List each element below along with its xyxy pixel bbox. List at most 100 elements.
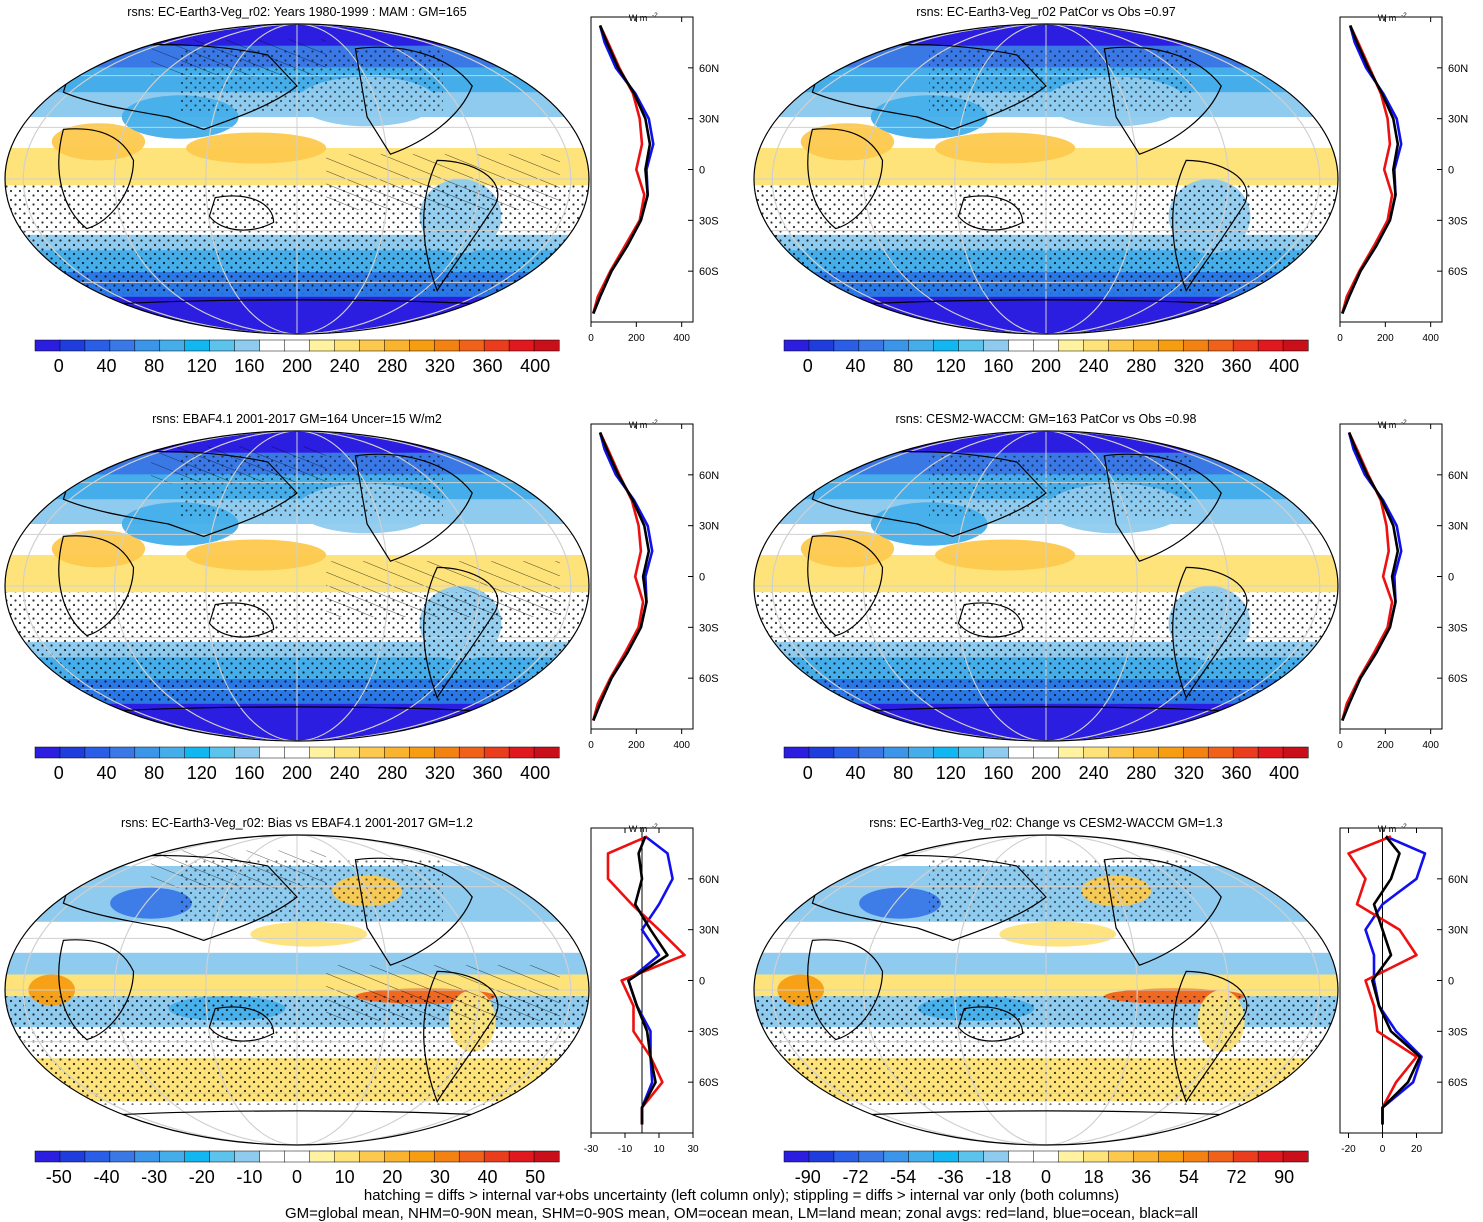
profile-unit: W m bbox=[1378, 420, 1397, 430]
profile-lat-label: 60S bbox=[699, 673, 719, 685]
profile-x-tick-label: -30 bbox=[584, 1144, 599, 1155]
colorbar-swatch bbox=[1257, 339, 1284, 352]
profile-frame bbox=[590, 16, 694, 323]
colorbar-swatch bbox=[1158, 1150, 1184, 1163]
colorbar-tick-label: 160 bbox=[983, 763, 1013, 783]
colorbar-swatch bbox=[858, 746, 885, 759]
colorbar-swatch bbox=[1083, 1150, 1109, 1163]
colorbar-swatch bbox=[334, 339, 360, 352]
colorbar-tick-label: 240 bbox=[330, 356, 360, 376]
colorbar-swatch bbox=[334, 746, 360, 759]
colorbar-swatch bbox=[508, 339, 535, 352]
colorbar-swatch bbox=[1158, 339, 1184, 352]
zonal-profile: W m -2 0 200 400 60N 30N 0 30S 60S bbox=[588, 12, 719, 344]
profile-lat-label: 30S bbox=[1448, 1026, 1468, 1038]
colorbar-swatch bbox=[1207, 339, 1234, 352]
colorbar-swatch bbox=[309, 1150, 335, 1163]
colorbar-tick-label: 80 bbox=[893, 356, 913, 376]
profile-all-line bbox=[1371, 835, 1422, 1125]
panel-title: rsns: EC-Earth3-Veg_r02 PatCor vs Obs =0… bbox=[916, 5, 1176, 19]
colorbar-tick-label: -36 bbox=[938, 1167, 964, 1187]
colorbar-tick-label: 0 bbox=[292, 1167, 302, 1187]
colorbar-swatch bbox=[34, 746, 61, 759]
footer-line-1: hatching = diffs > internal var+obs unce… bbox=[363, 1187, 1120, 1204]
colorbar-tick-label: 400 bbox=[520, 763, 550, 783]
profile-lat-label: 30N bbox=[1448, 114, 1468, 126]
colorbar-swatch bbox=[1033, 746, 1060, 759]
colorbar-swatch bbox=[1133, 1150, 1159, 1163]
colorbar-swatch bbox=[933, 746, 960, 759]
colorbar-tick-label: 400 bbox=[1269, 763, 1299, 783]
profile-unit: W m bbox=[629, 420, 648, 430]
colorbar-swatch bbox=[483, 339, 510, 352]
colorbar: 0 40 80 120 160 200 240 280 320 360 400 bbox=[34, 339, 560, 376]
zonal-profile: W m -2 0 200 400 60N 30N 0 30S 60S bbox=[1337, 419, 1468, 751]
colorbar-swatch bbox=[1008, 746, 1035, 759]
profile-unit: W m bbox=[1378, 824, 1397, 834]
profile-x-tick-label: 200 bbox=[1377, 333, 1394, 344]
colorbar-swatch bbox=[59, 339, 86, 352]
profile-lat-label: 60N bbox=[1448, 874, 1468, 886]
colorbar-tick-label: 320 bbox=[1174, 763, 1204, 783]
colorbar-swatch bbox=[159, 339, 186, 352]
profile-lat-label: 0 bbox=[699, 572, 705, 584]
profile-lat-label: 0 bbox=[1448, 165, 1454, 177]
colorbar-tick-label: 240 bbox=[1079, 356, 1109, 376]
colorbar: 0 40 80 120 160 200 240 280 320 360 400 bbox=[783, 339, 1309, 376]
colorbar-swatch bbox=[34, 339, 61, 352]
profile-lat-label: 30S bbox=[699, 622, 719, 634]
colorbar-tick-label: 36 bbox=[1131, 1167, 1151, 1187]
colorbar-swatch bbox=[1182, 746, 1209, 759]
profile-land-line bbox=[1347, 835, 1418, 1125]
colorbar-tick-label: -18 bbox=[985, 1167, 1011, 1187]
map-field bbox=[754, 431, 1338, 741]
colorbar-swatch bbox=[933, 339, 960, 352]
colorbar-swatch bbox=[458, 746, 485, 759]
colorbar-tick-label: 200 bbox=[1031, 356, 1061, 376]
panel-title: rsns: EBAF4.1 2001-2017 GM=164 Uncer=15 … bbox=[152, 412, 442, 426]
colorbar-swatch bbox=[59, 1150, 86, 1163]
colorbar-swatch bbox=[1033, 1150, 1060, 1163]
colorbar-swatch bbox=[1008, 339, 1035, 352]
profile-x-tick-label: -20 bbox=[1341, 1144, 1356, 1155]
profile-frame bbox=[1339, 16, 1443, 323]
map-border bbox=[753, 23, 1339, 335]
map-field bbox=[5, 835, 589, 1145]
colorbar-tick-label: 320 bbox=[425, 763, 455, 783]
colorbar-swatch bbox=[508, 746, 535, 759]
colorbar-swatch bbox=[833, 1150, 860, 1163]
colorbar-tick-label: 240 bbox=[1079, 763, 1109, 783]
profile-lat-label: 30S bbox=[699, 215, 719, 227]
map-field bbox=[754, 24, 1338, 334]
colorbar-swatch bbox=[958, 1150, 985, 1163]
colorbar-swatch bbox=[1133, 746, 1159, 759]
colorbar-swatch bbox=[508, 1150, 535, 1163]
zonal-profile: W m -2 -30 -10 10 30 60N 30N 0 30S 60S bbox=[584, 823, 719, 1155]
colorbar-tick-label: 280 bbox=[1126, 763, 1156, 783]
profile-x-tick-label: 200 bbox=[1377, 740, 1394, 751]
colorbar-swatch bbox=[134, 1150, 161, 1163]
panel-title: rsns: EC-Earth3-Veg_r02: Years 1980-1999… bbox=[127, 5, 466, 19]
profile-ocean-line bbox=[1364, 835, 1427, 1125]
profile-x-tick-label: 0 bbox=[1337, 740, 1343, 751]
colorbar-tick-label: 80 bbox=[893, 763, 913, 783]
colorbar-swatch bbox=[483, 1150, 510, 1163]
colorbar-tick-label: 40 bbox=[96, 763, 116, 783]
panel-2: rsns: EC-Earth3-Veg_r02 PatCor vs Obs =0… bbox=[753, 5, 1468, 376]
colorbar-tick-label: 280 bbox=[1126, 356, 1156, 376]
profile-lat-label: 60N bbox=[1448, 470, 1468, 482]
colorbar-tick-label: 0 bbox=[803, 763, 813, 783]
colorbar-swatch bbox=[59, 746, 86, 759]
profile-x-tick-label: 400 bbox=[1422, 740, 1439, 751]
map-field bbox=[5, 24, 589, 334]
profile-unit-sup: -2 bbox=[652, 823, 658, 830]
profile-unit: W m bbox=[1378, 13, 1397, 23]
profile-unit: W m bbox=[629, 824, 648, 834]
colorbar-swatch bbox=[109, 1150, 136, 1163]
profile-land-line bbox=[606, 835, 686, 1125]
profile-lat-label: 0 bbox=[1448, 572, 1454, 584]
profile-x-tick-label: 20 bbox=[1411, 1144, 1423, 1155]
map-border bbox=[753, 430, 1339, 742]
colorbar-tick-label: 0 bbox=[1041, 1167, 1051, 1187]
panel-1: rsns: EC-Earth3-Veg_r02: Years 1980-1999… bbox=[4, 5, 719, 376]
